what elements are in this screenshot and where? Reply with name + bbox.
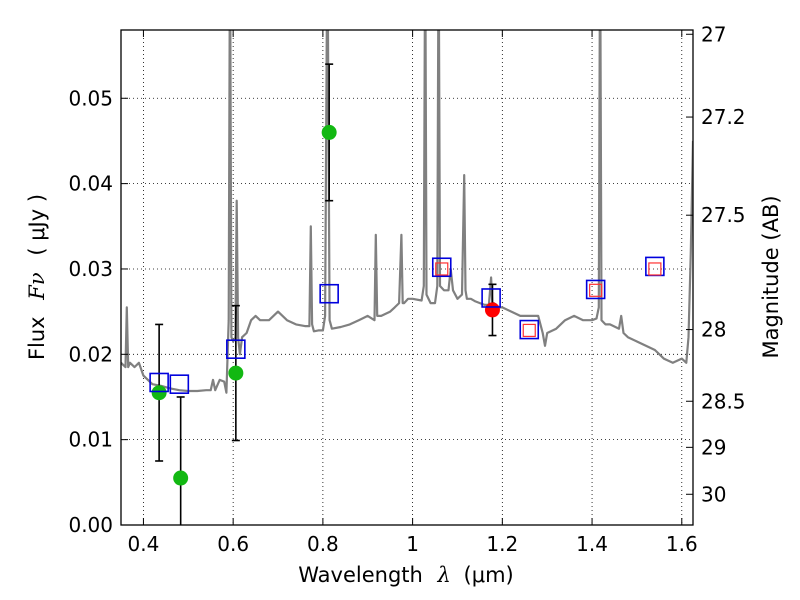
model-synthetic-square: [149, 372, 169, 393]
y2-tick-label: 27: [701, 22, 726, 46]
y-tick-label: 0.02: [68, 342, 113, 366]
y-tick-label: 0.00: [68, 513, 113, 537]
y2-tick-label: 28.5: [701, 389, 746, 413]
model-synthetic-square: [319, 283, 339, 304]
x-axis-label-prefix: Wavelength: [298, 563, 423, 587]
y-tick-label: 0.05: [68, 86, 113, 110]
model-synthetic-square: [169, 374, 190, 394]
x-tick-label: 1.4: [576, 532, 608, 556]
x-axis-label: Wavelength λ (μm): [298, 563, 513, 587]
observed-point: [151, 385, 167, 401]
y-tick-label: 0.03: [68, 257, 113, 281]
y2-tick-label: 29: [701, 435, 726, 459]
x-axis-label-unit: (μm): [464, 563, 514, 587]
model-alternate-square: [589, 283, 603, 297]
model-alternate-square: [648, 262, 662, 276]
y2-tick-label: 27.2: [701, 105, 746, 129]
y2-tick-label: 27.5: [701, 203, 746, 227]
plot-frame: [120, 29, 694, 526]
y-axis-label-symbol: Fν: [25, 272, 49, 301]
model-synthetic-square: [226, 339, 246, 359]
y-axis-label-unit: ( μJy ): [25, 194, 49, 256]
model-synthetic-square: [585, 279, 606, 300]
y2-axis-label: Magnitude (AB): [759, 195, 783, 358]
model-spectrum: [121, 30, 693, 394]
grid: [121, 30, 693, 526]
spectrum-line: [121, 30, 693, 394]
y-tick-label: 0.04: [68, 172, 113, 196]
model-alternate-square: [435, 262, 449, 276]
observed-point: [228, 365, 244, 381]
y-tick-label: 0.01: [68, 428, 113, 452]
observed-point: [321, 124, 337, 140]
x-tick-label: 1: [406, 532, 419, 556]
model-synthetic-square: [481, 288, 501, 308]
y2-tick-label: 30: [701, 482, 726, 506]
y-axis-label: Flux Fν ( μJy ): [25, 194, 49, 360]
observed-point: [173, 470, 189, 486]
model-synthetic-square: [431, 257, 452, 278]
markers: [149, 63, 665, 525]
x-axis-label-symbol: λ: [437, 563, 451, 587]
x-tick-label: 1.6: [666, 532, 698, 556]
y-axis-label-prefix: Flux: [25, 316, 49, 360]
model-alternate-square: [522, 323, 536, 338]
x-tick-label: 1.2: [486, 532, 518, 556]
y2-tick-label: 28: [701, 318, 726, 342]
observed-highlight-point: [484, 302, 500, 318]
x-tick-label: 0.4: [128, 532, 160, 556]
x-tick-label: 0.6: [217, 532, 249, 556]
x-tick-label: 0.8: [307, 532, 339, 556]
ticks: 0.4 0.6 0.8 1 1.2 1.4 1.6 0.00 0.01 0.02 0.03 0.04 0…: [68, 22, 745, 556]
model-synthetic-square: [519, 319, 540, 340]
